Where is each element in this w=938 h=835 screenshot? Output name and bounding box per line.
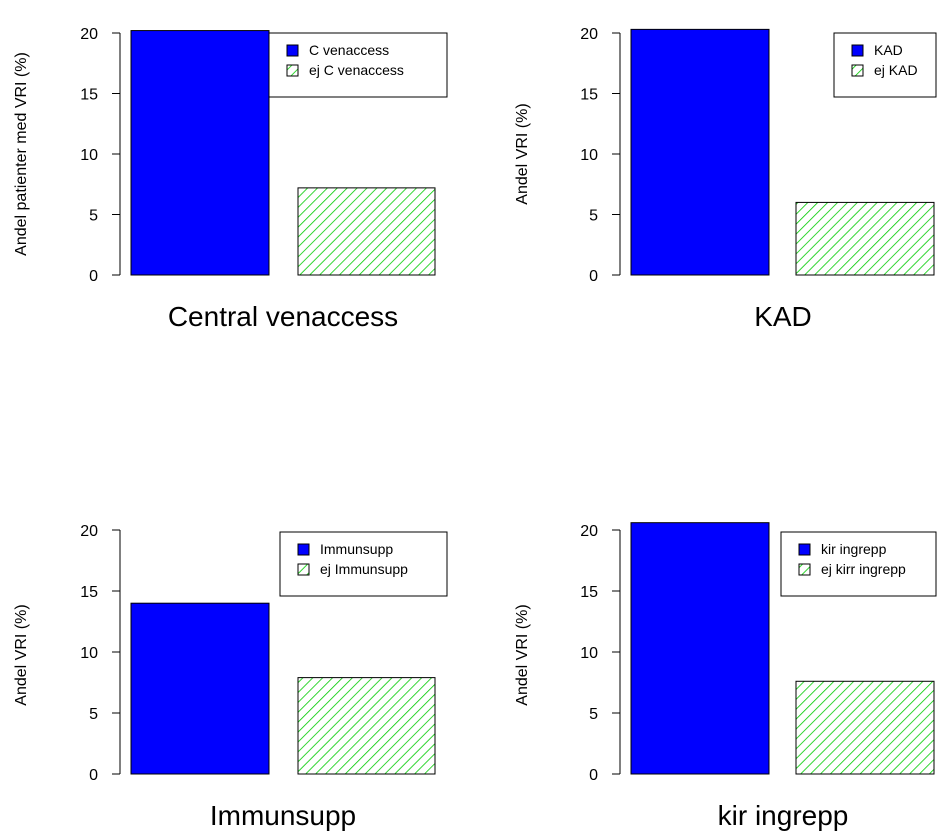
legend-swatch-hatched: [286, 64, 299, 77]
y-tick-label: 20: [580, 523, 598, 540]
y-tick-label: 15: [80, 87, 98, 104]
legend: KAD ej KAD: [833, 32, 937, 98]
y-axis-label: Andel VRI (%): [13, 604, 30, 705]
bar-hatched: [297, 677, 436, 775]
bar-primary: [130, 602, 270, 775]
legend-box: [833, 32, 937, 98]
chart-title: KAD: [754, 301, 812, 332]
y-tick-label: 20: [580, 26, 598, 43]
y-tick-label: 15: [80, 584, 98, 601]
y-tick-label: 0: [589, 268, 598, 285]
y-tick-label: 5: [589, 706, 598, 723]
legend-swatch-primary: [798, 543, 811, 556]
y-tick-label: 15: [580, 87, 598, 104]
legend-label: kir ingrepp: [821, 541, 887, 557]
bar-primary: [630, 28, 770, 276]
y-tick-label: 10: [580, 645, 598, 662]
y-tick-label: 10: [80, 645, 98, 662]
bar-primary: [630, 522, 770, 775]
y-axis-label: Andel patienter med VRI (%): [13, 52, 30, 256]
legend: C venaccess ej C venaccess: [268, 32, 448, 98]
legend-label: Immunsupp: [320, 541, 393, 557]
legend-label: ej Immunsupp: [320, 561, 408, 577]
bar-hatched: [297, 187, 436, 276]
bar-hatched: [795, 201, 935, 276]
bar-hatched: [795, 680, 935, 775]
y-tick-label: 10: [80, 147, 98, 164]
legend-swatch-hatched: [798, 563, 811, 576]
legend-label: C venaccess: [309, 42, 389, 58]
y-axis-label: Andel VRI (%): [514, 103, 531, 204]
chart-title: Immunsupp: [210, 800, 356, 831]
y-tick-label: 20: [80, 523, 98, 540]
legend-label: KAD: [874, 42, 903, 58]
y-axis-label: Andel VRI (%): [514, 604, 531, 705]
legend-label: ej C venaccess: [309, 62, 404, 78]
y-tick-label: 5: [89, 706, 98, 723]
legend-box: [268, 32, 448, 98]
legend-label: ej kirr ingrepp: [821, 561, 906, 577]
y-tick-label: 10: [580, 147, 598, 164]
chart-panel: 0 5 10 15 20 Andel VRI (%) Immunsupp Immunsupp e…: [13, 523, 448, 831]
y-tick-label: 0: [89, 268, 98, 285]
chart-title: kir ingrepp: [718, 800, 849, 831]
legend-swatch-hatched: [851, 64, 864, 77]
chart-panel: 0 5 10 15 20 Andel patienter med VRI (%) Centr…: [13, 26, 448, 332]
legend: kir ingrepp ej kirr ingrepp: [780, 531, 937, 597]
y-tick-label: 5: [589, 208, 598, 225]
y-tick-label: 0: [589, 767, 598, 784]
legend-swatch-hatched: [297, 563, 310, 576]
legend-swatch-primary: [851, 44, 864, 57]
legend-swatch-primary: [286, 44, 299, 57]
y-tick-label: 0: [89, 767, 98, 784]
y-tick-label: 20: [80, 26, 98, 43]
chart-title: Central venaccess: [168, 301, 398, 332]
y-tick-label: 5: [89, 208, 98, 225]
legend-swatch-primary: [297, 543, 310, 556]
legend: Immunsupp ej Immunsupp: [279, 531, 448, 597]
y-tick-label: 15: [580, 584, 598, 601]
chart-panel: 0 5 10 15 20 Andel VRI (%) KAD KAD ej KAD: [514, 26, 937, 332]
bar-primary: [130, 30, 270, 276]
legend-label: ej KAD: [874, 62, 918, 78]
